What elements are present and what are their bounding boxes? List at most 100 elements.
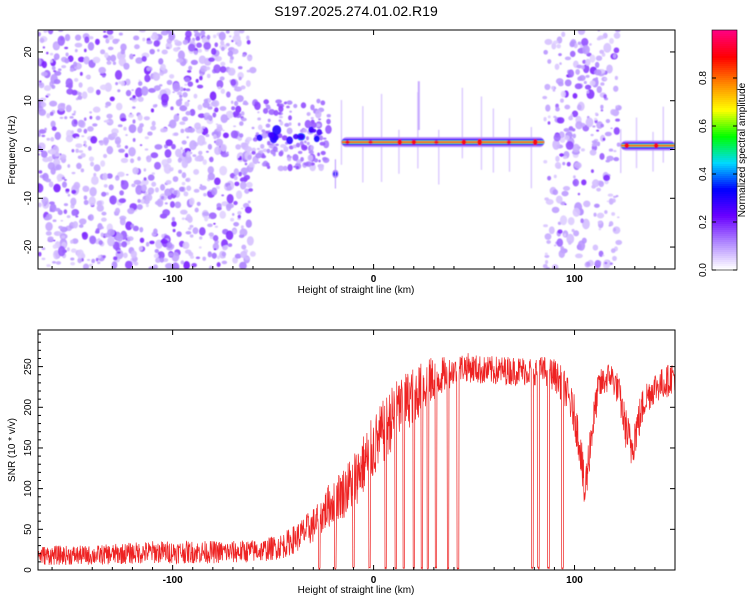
spectrogram-noise-cell <box>137 156 141 161</box>
spectrogram-noise-cell <box>186 151 191 158</box>
colorbar-step <box>712 268 737 271</box>
spectrogram-noise-cell <box>124 260 133 269</box>
spectrogram-noise-cell <box>320 150 326 156</box>
spectrogram-noise-cell <box>131 89 134 92</box>
spectrogram-noise-cell <box>194 122 202 130</box>
spectrogram-noise-cell <box>257 111 260 114</box>
spectrogram-noise-cell <box>615 30 621 33</box>
spectrogram-noise-cell <box>287 164 293 172</box>
spectrogram-noise-cell <box>199 236 203 240</box>
spectrogram-noise-cell <box>199 75 203 81</box>
spectrogram-noise-cell <box>265 123 271 128</box>
spectrogram-noise-cell <box>577 30 586 35</box>
spectrogram-noise-cell <box>205 150 209 153</box>
colorbar-step <box>712 188 737 191</box>
spectrogram-noise-cell <box>575 68 580 75</box>
spectrogram-noise-cell <box>80 168 85 173</box>
spectrogram-noise-cell <box>232 256 239 264</box>
spectrogram-noise-cell <box>304 119 312 129</box>
spectrogram-noise-cell <box>220 40 225 46</box>
spectrogram-noise-cell <box>149 240 155 245</box>
spectrogram-noise-cell <box>594 260 602 269</box>
spectrogram-noise-cell <box>57 102 66 112</box>
spectrogram-noise-cell <box>606 200 610 203</box>
spectrogram-noise-cell <box>139 237 145 243</box>
spectrogram-noise-cell <box>64 33 71 42</box>
colorbar-step <box>712 152 737 155</box>
spectrogram-noise-cell <box>92 123 98 127</box>
colorbar-gradient <box>712 30 737 271</box>
spectrogram-noise-cell <box>600 123 604 128</box>
spectrogram-noise-cell <box>572 93 578 99</box>
colorbar-tick-label: 0.0 <box>698 263 709 277</box>
spectrogram-noise-cell <box>95 228 100 234</box>
spectrogram-noise-cell <box>272 146 278 152</box>
spectrogram-noise-cell <box>128 113 134 118</box>
spectrogram-noise-cell <box>209 91 217 101</box>
spectrogram-noise-cell <box>216 79 224 89</box>
colorbar-step <box>712 206 737 209</box>
spectrogram-noise-cell <box>196 84 204 89</box>
spectrogram-noise-cell <box>595 77 599 81</box>
spectrogram-noise-cell <box>130 224 135 229</box>
spectrogram-noise-cell <box>561 31 566 37</box>
spectrogram-noise-cell <box>117 124 123 128</box>
spectrogram-noise-cell <box>238 76 242 81</box>
spectrogram-noise-cell <box>563 128 570 132</box>
spectrogram-noise-cell <box>303 146 308 150</box>
spectrogram-noise-cell <box>106 173 113 179</box>
spectrogram-noise-cell <box>173 132 179 136</box>
spectrogram-noise-cell <box>103 30 107 33</box>
colorbar-step <box>712 64 737 67</box>
spectrogram-noise-cell <box>306 111 311 116</box>
spectrogram-noise-cell <box>171 217 175 222</box>
colorbar-step <box>712 42 737 45</box>
spectrogram-noise-cell <box>168 32 176 41</box>
spectrogram-noise-cell <box>596 129 600 132</box>
spectrogram-noise-cell <box>160 238 168 244</box>
spectrogram-line-peak <box>624 143 630 148</box>
spectrogram-noise-cell <box>164 188 172 197</box>
spectrogram-noise-cell <box>130 158 135 164</box>
spectrogram-noise-cell <box>69 67 75 72</box>
spectrogram-noise-cell <box>182 151 188 158</box>
spectrogram-noise-cell <box>115 81 119 86</box>
spectrogram-noise-cell <box>542 263 548 269</box>
spectrogram-noise-cell <box>165 139 173 147</box>
spectrogram-noise-cell <box>75 215 79 218</box>
spectrogram-noise-cell <box>83 48 87 53</box>
spectrogram-noise-cell <box>611 198 616 203</box>
spectrogram-noise-cell <box>202 159 207 165</box>
spectrogram-noise-cell <box>292 154 299 162</box>
spectrogram-noise-cell <box>57 68 62 72</box>
spectrogram-noise-cell <box>586 90 590 94</box>
spectrogram-noise-cell <box>182 92 188 98</box>
colorbar-step <box>712 56 737 59</box>
spectrogram-noise-cell <box>48 181 54 188</box>
spectrogram-noise-cell <box>96 200 103 207</box>
spectrogram-noise-cell <box>178 97 183 102</box>
colorbar-step <box>712 204 737 207</box>
spectrogram-noise-cell <box>231 39 234 43</box>
spectrogram-noise-cell <box>251 126 255 130</box>
spectrogram-noise-cell <box>544 254 550 259</box>
spectrogram-noise-cell <box>106 145 114 155</box>
spectrogram-noise-cell <box>138 246 144 251</box>
spectrogram-noise-cell <box>297 122 301 127</box>
spectrogram-noise-cell <box>95 89 101 96</box>
spectrogram-noise-cell <box>88 156 95 162</box>
spectrogram-noise-cell <box>552 189 559 196</box>
spectrogram-noise-cell <box>310 122 317 129</box>
spectrogram-cluster <box>316 129 323 136</box>
spectrogram-noise-cell <box>48 149 57 155</box>
spectrogram-noise-cell <box>254 101 261 111</box>
spectrogram-noise-cell <box>162 209 171 217</box>
spectrogram-noise-cell <box>207 106 213 110</box>
spectrogram-noise-cell <box>236 95 244 103</box>
spectrogram-noise-cell <box>240 111 245 116</box>
spectrogram-image <box>38 30 675 269</box>
spectrogram-noise-cell <box>234 86 243 92</box>
spectrogram-noise-cell <box>247 154 252 160</box>
spectrogram-noise-cell <box>278 105 284 113</box>
colorbar-step <box>712 216 737 219</box>
